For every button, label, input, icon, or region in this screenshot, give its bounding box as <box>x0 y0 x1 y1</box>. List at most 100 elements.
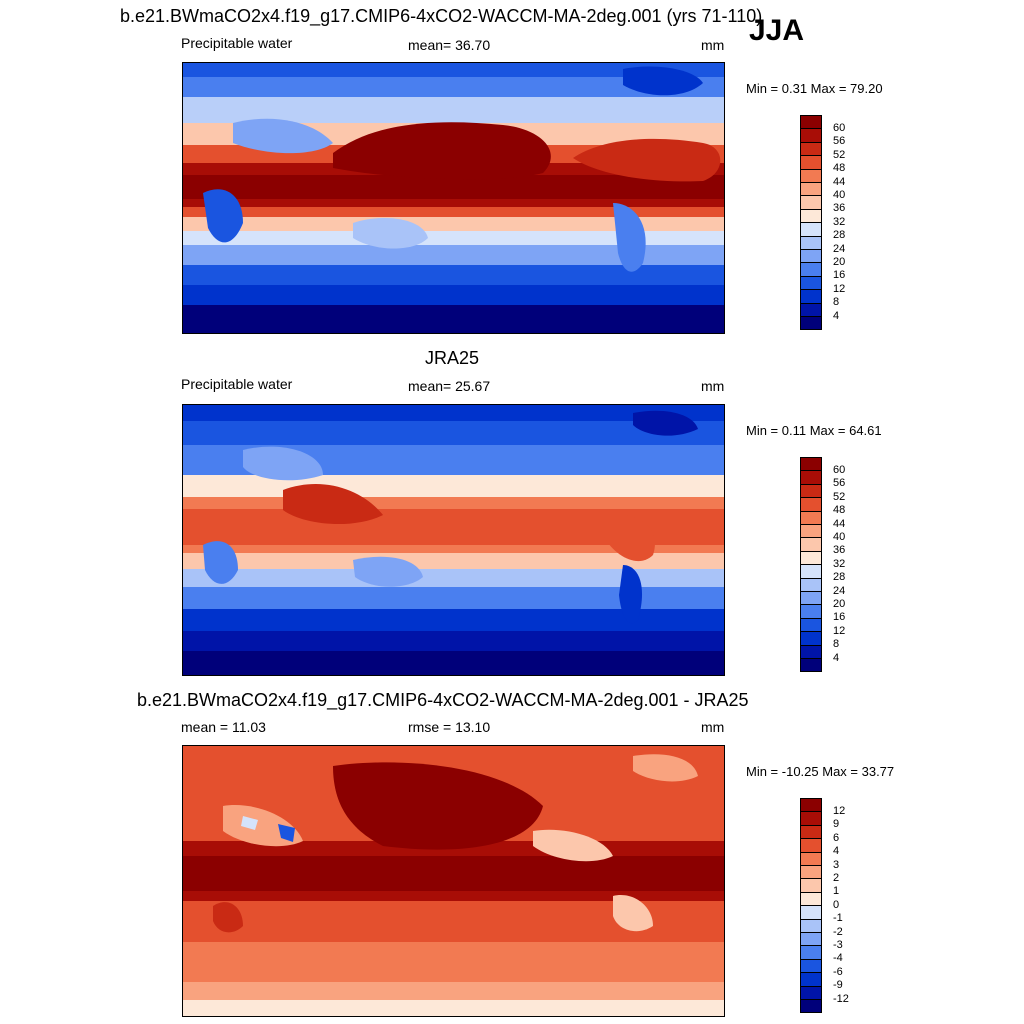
panel-minmax-label: Min = -10.25 Max = 33.77 <box>746 764 895 779</box>
colorbar-swatch <box>800 155 822 170</box>
panel-mean-label: mean = 11.03 <box>181 719 266 735</box>
colorbar-swatch <box>800 182 822 197</box>
panel-units-label: mm <box>701 378 725 394</box>
colorbar-tick-label: -12 <box>833 992 849 1005</box>
colorbar-swatch <box>800 483 822 499</box>
colorbar-swatch <box>800 141 822 157</box>
panel-minmax-label: Min = 0.31 Max = 79.20 <box>746 81 883 96</box>
colorbar-tick-label: 60 <box>833 463 846 476</box>
colorbar-swatch <box>800 510 822 525</box>
colorbar-tick-label: 36 <box>833 202 846 215</box>
colorbar-swatch <box>800 972 822 987</box>
colorbar-tick-label: 12 <box>833 804 846 817</box>
colorbar-tick-label: 24 <box>833 584 846 597</box>
colorbar-swatch <box>800 249 822 264</box>
colorbar-tick-label: -2 <box>833 925 843 938</box>
colorbar-swatch <box>800 550 822 566</box>
colorbar-tick-label: 32 <box>833 215 846 228</box>
colorbar-tick-label: 32 <box>833 557 846 570</box>
colorbar-swatch <box>800 811 822 826</box>
panel-mean-label: mean= 25.67 <box>408 378 491 394</box>
colorbar-swatch <box>800 128 822 143</box>
colorbar-tick-label: 4 <box>833 309 840 322</box>
panel-left-label: Precipitable water <box>181 376 293 392</box>
colorbar-tick-label: 8 <box>833 296 840 309</box>
colorbar-swatch <box>800 168 822 183</box>
colorbar-tick-label: 60 <box>833 121 846 134</box>
colorbar-swatch <box>800 470 822 485</box>
map-jra25-precipitable-water <box>182 404 725 676</box>
colorbar-swatch <box>800 905 822 920</box>
colorbar-tick-label: -6 <box>833 965 843 978</box>
panel-units-label: mm <box>701 37 725 53</box>
colorbar-tick-label: 12 <box>833 282 846 295</box>
colorbar-tick-label: 40 <box>833 188 846 201</box>
colorbar-swatch <box>800 222 822 237</box>
colorbar-tick-label: 44 <box>833 517 846 530</box>
colorbar-tick-label: 52 <box>833 148 846 161</box>
colorbar-tick-label: 8 <box>833 638 840 651</box>
colorbar-swatch <box>800 932 822 947</box>
colorbar-swatch <box>800 824 822 840</box>
colorbar-swatch <box>800 262 822 277</box>
colorbar-swatch <box>800 945 822 960</box>
colorbar-swatch <box>800 457 822 472</box>
panel-minmax-label: Min = 0.11 Max = 64.61 <box>746 423 882 438</box>
colorbar-tick-label: 28 <box>833 571 846 584</box>
colorbar-tick-label: 6 <box>833 831 840 844</box>
colorbar-swatch <box>800 115 822 130</box>
colorbar-swatch <box>800 865 822 880</box>
colorbar-swatch <box>800 497 822 512</box>
model-title: b.e21.BWmaCO2x4.f19_g17.CMIP6-4xCO2-WACC… <box>120 6 763 26</box>
colorbar-swatch <box>800 851 822 866</box>
colorbar-tick-label: 48 <box>833 504 846 517</box>
season-label: JJA <box>749 14 805 47</box>
colorbar-swatch <box>800 798 822 813</box>
panel-mean-label: mean= 36.70 <box>408 37 491 53</box>
panel-units-label: mm <box>701 719 725 735</box>
colorbar-tick-label: 20 <box>833 255 846 268</box>
colorbar-swatch <box>800 644 822 659</box>
colorbar-tick-label: 0 <box>833 898 840 911</box>
colorbar-tick-label: -4 <box>833 952 843 965</box>
colorbar-swatch <box>800 617 822 633</box>
colorbar-swatch <box>800 999 822 1014</box>
panel-left-label: Precipitable water <box>181 35 293 51</box>
colorbar-swatch <box>800 591 822 606</box>
colorbar-tick-label: 4 <box>833 845 840 858</box>
colorbar-tick-label: -1 <box>833 912 843 925</box>
colorbar-tick-label: -3 <box>833 938 843 951</box>
panel-title: JRA25 <box>425 348 480 368</box>
colorbar-swatch <box>800 208 822 224</box>
colorbar-swatch <box>800 891 822 907</box>
map-difference-precipitable-water <box>182 745 725 1017</box>
colorbar-swatch <box>800 878 822 893</box>
colorbar-tick-label: 56 <box>833 477 846 490</box>
colorbar-tick-label: 3 <box>833 858 840 871</box>
colorbar-tick-label: 4 <box>833 651 840 664</box>
colorbar-swatch <box>800 195 822 210</box>
colorbar-tick-label: 12 <box>833 624 846 637</box>
colorbar-swatch <box>800 275 822 291</box>
colorbar-tick-label: -9 <box>833 979 843 992</box>
colorbar-tick-label: 24 <box>833 242 846 255</box>
map-model-precipitable-water <box>182 62 725 334</box>
colorbar-swatch <box>800 302 822 317</box>
colorbar-tick-label: 20 <box>833 597 846 610</box>
colorbar-tick-label: 40 <box>833 530 846 543</box>
colorbar-swatch <box>800 658 822 673</box>
colorbar-swatch <box>800 537 822 552</box>
colorbar-swatch <box>800 524 822 539</box>
colorbar-tick-label: 16 <box>833 269 846 282</box>
colorbar-swatch <box>800 289 822 304</box>
colorbar-tick-label: 52 <box>833 490 846 503</box>
colorbar-swatch <box>800 985 822 1000</box>
colorbar-swatch <box>800 316 822 331</box>
colorbar-swatch <box>800 838 822 853</box>
colorbar-tick-label: 48 <box>833 162 846 175</box>
colorbar-tick-label: 44 <box>833 175 846 188</box>
colorbar-swatch <box>800 577 822 592</box>
colorbar-tick-label: 9 <box>833 818 840 831</box>
colorbar-tick-label: 2 <box>833 871 840 884</box>
colorbar-tick-label: 1 <box>833 885 840 898</box>
